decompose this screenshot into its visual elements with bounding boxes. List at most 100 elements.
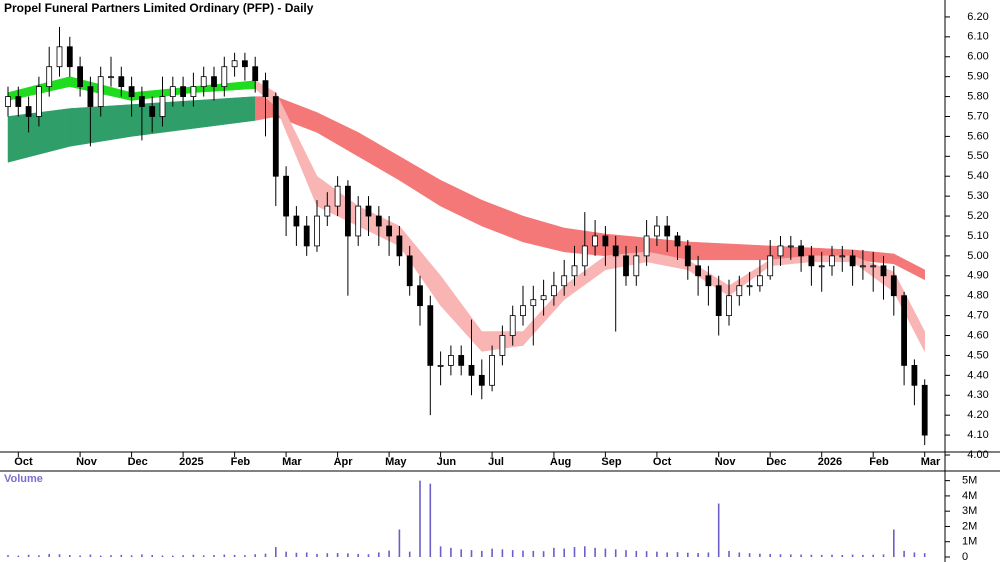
y-tick-label: 4.40 <box>967 369 988 381</box>
volume-bar <box>172 555 174 557</box>
volume-bar <box>511 550 514 557</box>
y-tick-label: 4.90 <box>967 270 988 282</box>
candle-body <box>56 46 63 68</box>
candle-body <box>530 299 537 307</box>
x-tick-label: 2026 <box>818 456 842 468</box>
candle-body <box>97 76 104 107</box>
volume-bar <box>563 548 565 557</box>
volume-bar <box>151 555 153 557</box>
x-tick-label: May <box>385 456 407 468</box>
volume-bar <box>110 555 112 557</box>
volume-bar <box>481 550 483 557</box>
volume-bar <box>357 553 359 557</box>
y-tick-label: 4.20 <box>967 409 988 421</box>
volume-bar <box>213 555 215 557</box>
candle-body <box>921 384 928 436</box>
candle-body <box>66 46 73 68</box>
x-tick-label: Oct <box>14 456 33 468</box>
candle-body <box>839 255 846 258</box>
candle-body <box>437 364 444 367</box>
candle-body <box>602 235 609 247</box>
y-tick-label: 5.50 <box>967 150 988 162</box>
candle-body <box>406 255 413 287</box>
volume-bar <box>398 529 401 557</box>
volume-bar <box>470 550 473 557</box>
y-tick-label: 1M <box>962 536 977 548</box>
volume-bar <box>27 554 30 557</box>
volume-bar <box>851 554 854 557</box>
volume-bar <box>58 554 61 557</box>
y-tick-label: 4.30 <box>967 389 988 401</box>
volume-bar <box>728 550 730 557</box>
x-tick-label: Jun <box>437 456 457 468</box>
candle-body <box>787 245 794 248</box>
volume-bar <box>666 552 668 557</box>
candle-body <box>623 255 629 277</box>
volume-bar <box>522 550 524 557</box>
volume-bar <box>790 554 792 557</box>
y-tick-label: 5.40 <box>967 170 988 182</box>
candle-body <box>252 66 259 82</box>
volume-bar <box>584 546 586 557</box>
volume-bar <box>645 551 648 557</box>
slow-band <box>893 253 925 281</box>
candle-body <box>396 235 403 257</box>
candle-body <box>190 86 197 97</box>
candle-body <box>870 265 877 268</box>
y-tick-label: 5.20 <box>967 210 988 222</box>
candle-body <box>128 86 135 97</box>
candle-body <box>818 265 825 268</box>
candle-body <box>592 235 598 247</box>
x-tick-label: Oct <box>653 456 672 468</box>
volume-bar <box>676 552 679 557</box>
slow-band <box>728 243 771 261</box>
volume-bar <box>295 552 298 557</box>
y-tick-label: 4.50 <box>967 349 988 361</box>
volume-bar <box>697 553 699 557</box>
x-tick-label: 2025 <box>179 456 203 468</box>
volume-bar <box>841 555 844 557</box>
candle-body <box>272 96 279 177</box>
candle-body <box>283 175 290 217</box>
candle-body <box>87 86 94 107</box>
volume-bar <box>408 551 411 557</box>
x-tick-label: Aug <box>550 456 571 468</box>
y-tick-label: 4.70 <box>967 310 988 322</box>
candle-body <box>746 285 753 288</box>
volume-bar <box>800 554 802 557</box>
candle-body <box>695 265 701 277</box>
x-tick-label: Dec <box>128 456 148 468</box>
volume-bar <box>99 555 102 557</box>
volume-bar <box>491 548 493 557</box>
volume-bar <box>913 552 916 557</box>
candle-body <box>705 275 712 287</box>
volume-bar <box>182 555 184 557</box>
volume-bar <box>903 550 905 557</box>
candle-body <box>427 305 434 366</box>
x-tick-label: Apr <box>334 456 354 468</box>
candle-body <box>344 185 351 237</box>
candle-body <box>314 215 320 247</box>
candle-body <box>849 255 856 267</box>
volume-bar <box>130 555 133 557</box>
candle-body <box>684 245 691 267</box>
volume-bar <box>89 554 92 557</box>
volume-bar <box>367 554 370 557</box>
x-tick-label: Sep <box>601 456 621 468</box>
volume-bar <box>275 547 277 557</box>
y-tick-label: 4.00 <box>967 449 988 461</box>
candle-body <box>901 295 907 366</box>
candle-body <box>551 285 557 297</box>
volume-bar <box>573 547 576 557</box>
candle-body <box>860 265 866 268</box>
candle-body <box>829 255 835 267</box>
y-tick-label: 5.80 <box>967 90 988 102</box>
candle-body <box>149 106 156 117</box>
candle-body <box>15 96 22 107</box>
y-tick-label: 4M <box>962 490 977 502</box>
volume-bar <box>336 553 339 557</box>
candle-body <box>767 255 774 277</box>
candle-body <box>77 66 83 88</box>
candle-body <box>911 364 918 386</box>
